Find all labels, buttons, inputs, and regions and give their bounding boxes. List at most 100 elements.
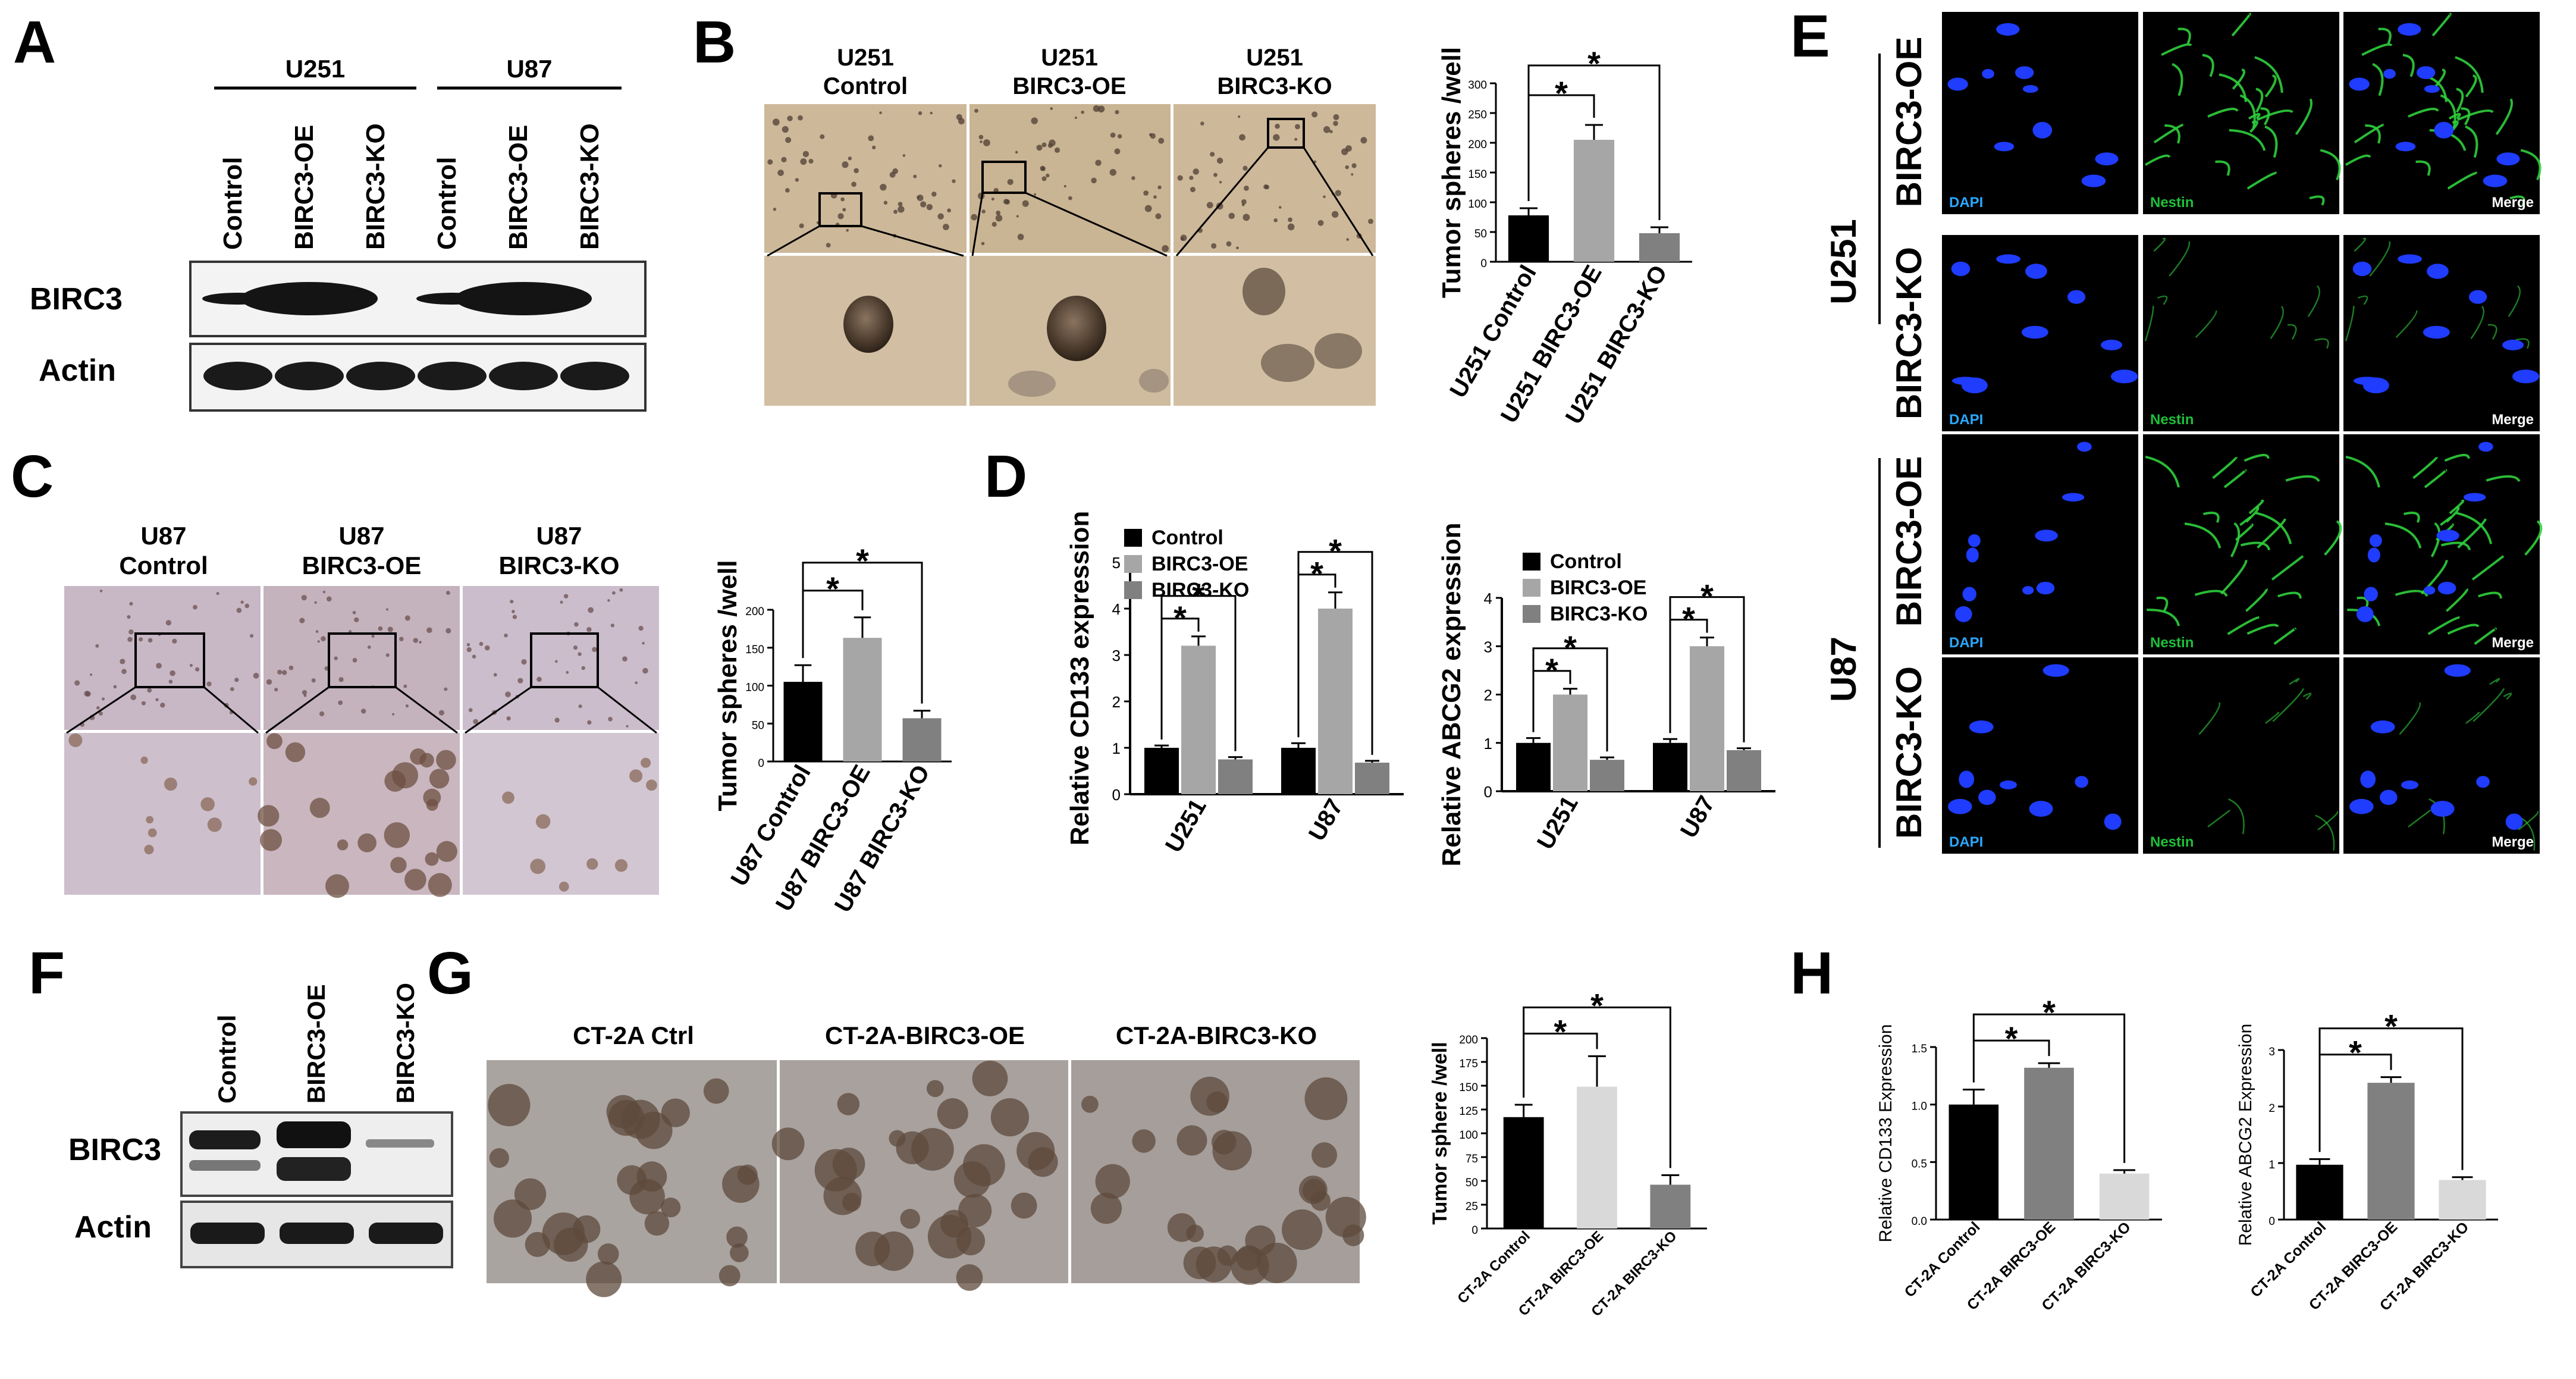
y-tick-label: 1 xyxy=(1112,739,1121,757)
y-tick-label: 50 xyxy=(1466,1177,1478,1189)
blot-band xyxy=(277,1157,351,1181)
x-category-label: U251 xyxy=(1160,795,1212,857)
y-tick-label: 0 xyxy=(1471,1224,1478,1237)
x-category-label: CT-2A Control xyxy=(1902,1218,1984,1300)
legend-label: BIRC3-KO xyxy=(1550,603,1648,625)
significance-star: * xyxy=(1174,599,1187,637)
bar xyxy=(783,682,823,761)
bar xyxy=(902,718,942,761)
chart-h-cd133-expression: 0.0 0.5 1.0 1.5 Relative CD133 Expression CT-… xyxy=(1876,993,2162,1314)
svg-text:U251: U251 xyxy=(1246,45,1303,71)
channel-label: Merge xyxy=(2492,412,2534,428)
lane-label: BIRC3-KO xyxy=(391,983,419,1104)
significance-star: * xyxy=(1329,532,1342,570)
row-label-u87-birc3-ko: BIRC3-KO xyxy=(1889,666,1929,839)
bar xyxy=(1650,1184,1691,1228)
significance-star: * xyxy=(1564,629,1577,666)
micrograph-zoom-u87-birc3-ko xyxy=(463,733,659,895)
significance-star: * xyxy=(1545,651,1558,689)
micrograph-headers-b: U251 Control U251 BIRC3-OE U251 BIRC3-KO xyxy=(823,45,1332,99)
fluorescence-image xyxy=(2143,235,2339,431)
significance-bracket xyxy=(1523,1006,1671,1168)
panel-label-g: G xyxy=(427,940,473,1007)
bar xyxy=(2367,1083,2415,1220)
y-axis-label: Relative ABCG2 Expression xyxy=(2236,1024,2255,1246)
blot-band xyxy=(369,1223,443,1244)
significance-star: * xyxy=(2349,1034,2362,1071)
blot-label-actin: Actin xyxy=(39,353,116,388)
y-tick-label: 175 xyxy=(1459,1058,1478,1070)
y-tick-label: 2 xyxy=(2268,1102,2275,1115)
micrograph-headers-g: CT-2A Ctrl CT-2A-BIRC3-OE CT-2A-BIRC3-KO xyxy=(573,1021,1317,1049)
legend-swatch xyxy=(1523,579,1540,597)
significance-star: * xyxy=(1700,578,1714,615)
y-tick-label: 0.5 xyxy=(1912,1158,1927,1170)
panel-label-e: E xyxy=(1790,3,1830,70)
blot-band xyxy=(366,1139,434,1148)
significance-star: * xyxy=(1682,600,1695,638)
significance-bracket xyxy=(1523,1032,1598,1098)
significance-bracket xyxy=(1527,64,1661,220)
x-category-label: CT-2A Control xyxy=(2247,1218,2329,1300)
channel-label: Nestin xyxy=(2150,834,2194,850)
bar xyxy=(1355,762,1389,794)
blot-band xyxy=(346,362,415,390)
y-axis-label: Relative CD133 expression xyxy=(1065,511,1094,846)
bar xyxy=(1949,1104,1999,1220)
y-tick-label: 0 xyxy=(758,757,764,770)
y-tick-label: 50 xyxy=(1474,228,1487,240)
significance-star: * xyxy=(1310,555,1323,593)
lane-label: Control xyxy=(432,157,462,250)
micrographs-b xyxy=(764,104,1376,406)
bar xyxy=(1508,215,1549,262)
row-group-label-u87: U87 xyxy=(1824,637,1863,702)
lane-label: Control xyxy=(218,157,247,250)
y-tick-label: 0 xyxy=(1480,258,1487,270)
significance-bracket xyxy=(1972,1013,2126,1163)
bar xyxy=(1144,748,1179,794)
blot-label-actin-f: Actin xyxy=(74,1210,152,1245)
bar xyxy=(1690,646,1724,791)
bar xyxy=(1590,760,1624,791)
blot-band xyxy=(203,362,272,390)
significance-star: * xyxy=(2384,1008,2398,1045)
significance-bracket xyxy=(1532,647,1608,752)
bar xyxy=(1516,742,1551,791)
y-tick-label: 200 xyxy=(745,606,764,618)
legend-swatch xyxy=(1523,605,1540,623)
legend-swatch xyxy=(1124,529,1142,547)
y-tick-label: 1 xyxy=(1484,735,1492,753)
svg-text:CT-2A Ctrl: CT-2A Ctrl xyxy=(573,1021,694,1049)
significance-star: * xyxy=(1587,45,1601,82)
y-tick-label: 2 xyxy=(1112,693,1121,711)
bar xyxy=(1727,750,1761,791)
panel-label-a: A xyxy=(13,9,56,76)
micrographs-c xyxy=(64,586,659,898)
cell-line-u87: U87 xyxy=(506,55,552,83)
y-tick-label: 100 xyxy=(1468,198,1487,211)
y-tick-label: 200 xyxy=(1459,1034,1478,1046)
channel-label: Nestin xyxy=(2150,195,2194,211)
y-tick-label: 2 xyxy=(1484,687,1492,704)
blot-band xyxy=(418,362,487,390)
panel-label-h: H xyxy=(1790,940,1833,1007)
y-tick-label: 100 xyxy=(745,682,764,694)
legend-label: Control xyxy=(1151,526,1223,549)
significance-bracket xyxy=(1297,573,1336,738)
blot-band xyxy=(280,1223,354,1244)
micrograph-u87-birc3-oe xyxy=(263,586,460,730)
bar xyxy=(1639,233,1680,262)
micrograph-u87-birc3-ko xyxy=(463,586,659,730)
y-tick-label: 25 xyxy=(1466,1201,1478,1213)
legend-swatch xyxy=(1523,553,1540,571)
svg-text:U251: U251 xyxy=(837,45,894,71)
svg-text:U87: U87 xyxy=(140,522,186,550)
significance-star: * xyxy=(856,542,869,579)
bar xyxy=(2296,1164,2343,1220)
significance-bracket xyxy=(1527,94,1595,201)
y-tick-label: 250 xyxy=(1468,109,1487,121)
bar xyxy=(1181,645,1216,794)
